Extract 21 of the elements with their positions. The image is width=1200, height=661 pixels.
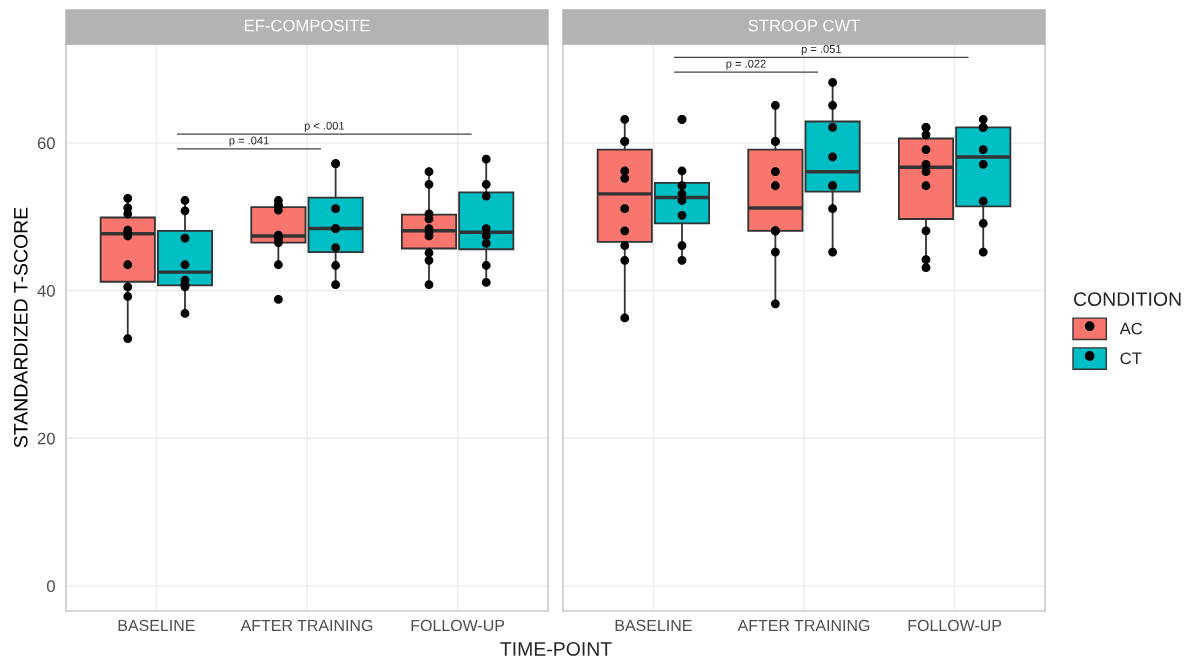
y-tick-label: 0 [46,580,55,593]
chart-title: STROOP CWT [748,19,860,32]
y-axis-title: STANDARDIZED T-SCORE [13,207,28,448]
x-axis-title: TIME-POINT [500,642,612,656]
x-tick-label: FOLLOW-UP [411,619,505,632]
x-tick-label: AFTER TRAINING [737,619,870,632]
y-tick-label: 40 [37,284,55,297]
x-tick-label: BASELINE [118,619,195,632]
annotation: p = .051 [801,45,842,56]
legend-title: CONDITION [1073,292,1181,306]
x-tick-label: FOLLOW-UP [908,619,1002,632]
legend-label: CT [1120,352,1142,365]
annotation: p = .022 [726,59,766,70]
x-tick-label: BASELINE [615,619,692,632]
legend-label: AC [1119,322,1143,335]
x-tick-label: AFTER TRAINING [240,619,373,632]
annotation: p < .001 [304,121,345,132]
chart-title: EF-COMPOSITE [244,19,370,32]
annotation: p = .041 [229,136,269,147]
y-tick-label: 20 [37,432,55,445]
y-tick-label: 60 [37,137,55,150]
